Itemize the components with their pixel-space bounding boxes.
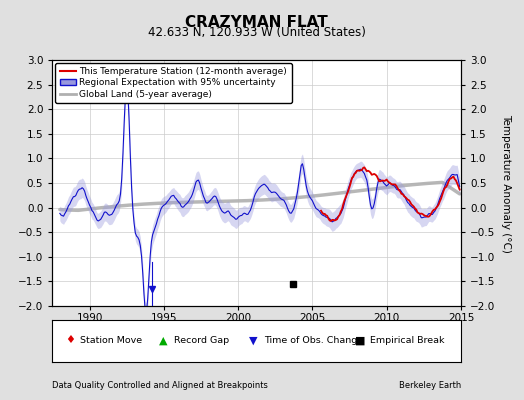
Text: Record Gap: Record Gap <box>174 336 230 345</box>
Text: CRAZYMAN FLAT: CRAZYMAN FLAT <box>185 15 328 30</box>
Text: Berkeley Earth: Berkeley Earth <box>399 381 461 390</box>
Text: ■: ■ <box>355 335 365 345</box>
Legend: This Temperature Station (12-month average), Regional Expectation with 95% uncer: This Temperature Station (12-month avera… <box>55 63 292 103</box>
Text: Station Move: Station Move <box>80 336 143 345</box>
Text: ▼: ▼ <box>248 335 257 345</box>
Text: ♦: ♦ <box>64 335 74 345</box>
Text: Time of Obs. Change: Time of Obs. Change <box>264 336 363 345</box>
Text: Empirical Break: Empirical Break <box>370 336 445 345</box>
Text: ▲: ▲ <box>159 335 167 345</box>
Text: Data Quality Controlled and Aligned at Breakpoints: Data Quality Controlled and Aligned at B… <box>52 381 268 390</box>
Y-axis label: Temperature Anomaly (°C): Temperature Anomaly (°C) <box>501 114 511 252</box>
Text: 42.633 N, 120.933 W (United States): 42.633 N, 120.933 W (United States) <box>148 26 366 39</box>
